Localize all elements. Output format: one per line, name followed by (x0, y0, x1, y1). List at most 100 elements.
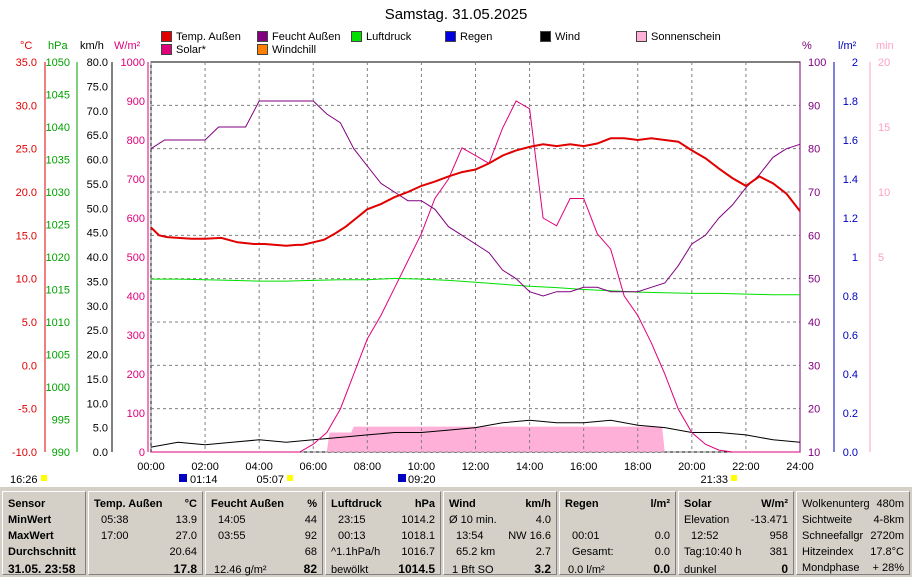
time-tick-label: 12:00 (462, 461, 490, 473)
rain-tick-label: 0.2 (843, 408, 858, 420)
rain-current: 0.0 (653, 562, 670, 576)
legend-swatch (445, 31, 456, 42)
pressure-tick-label: 990 (52, 447, 70, 459)
wind-tick-label: 20.0 (87, 350, 108, 362)
legend-windchill: Windchill (257, 44, 316, 56)
noon-icon (398, 474, 406, 482)
pressure-tick-label: 1045 (46, 90, 70, 102)
noon-label: 09:20 (408, 474, 436, 486)
wind-unit-label: km/h (525, 498, 551, 510)
chart-title: Samstag. 31.05.2025 (384, 6, 528, 23)
snowline-label: Schneefallgr (802, 530, 864, 542)
humidity-unit: % (802, 40, 812, 52)
solar-daylength: Tag:10:40 h (684, 546, 742, 558)
wind-tick-label: 40.0 (87, 252, 108, 264)
temp-current: 17.8 (173, 562, 197, 576)
temp-tick-label: 0.0 (22, 360, 37, 372)
legend-swatch (636, 31, 647, 42)
pressure-avg: 1016.7 (401, 546, 435, 558)
wind-tick-label: 30.0 (87, 301, 108, 313)
solar-current: 0 (781, 562, 788, 576)
pressure-max-time: 00:13 (338, 530, 366, 542)
pressure-box: Luftdruck hPa 23:15 1014.2 00:13 1018.1 … (325, 491, 441, 576)
time-tick-label: 20:00 (678, 461, 706, 473)
weather-chart: 35.0 30.0 25.0 20.0 15.0 10.0 5.0 0.0 -5.0 -10.0 1… (10, 57, 890, 486)
visibility-value: 4-8km (873, 514, 904, 526)
pressure-tick-label: 995 (52, 415, 70, 427)
legend-label: Temp. Außen (176, 31, 241, 43)
sunshine-series (151, 426, 800, 452)
humidity-series (150, 100, 801, 297)
moonset-label: 16:26 (10, 474, 38, 486)
wind-gust-time: 13:54 (456, 530, 484, 542)
humidity-tick-label: 70 (808, 187, 820, 199)
wind-tick-label: 65.0 (87, 130, 108, 142)
rain-rate: 0.0 (654, 530, 670, 542)
rain-title: Regen (565, 498, 599, 510)
wind-box: Wind km/h Ø 10 min. 4.0 13:54 NW 16.6 65… (443, 491, 557, 576)
legend-swatch (540, 31, 551, 42)
wind-tick-label: 0.0 (93, 447, 108, 459)
humidity-min: 44 (304, 514, 317, 526)
rain-tick-label: 1.6 (843, 135, 858, 147)
humidity-title: Feucht Außen (211, 498, 284, 510)
time-tick-label: 02:00 (191, 461, 219, 473)
wind-tick-label: 10.0 (87, 398, 108, 410)
temp-tick-label: 35.0 (16, 57, 37, 69)
wind-tick-label: 25.0 (87, 325, 108, 337)
humidity-tick-label: 90 (808, 100, 820, 112)
humidity-tick-label: 20 (808, 404, 820, 416)
humidity-box: Feucht Außen % 14:05 44 03:55 92 68 12.4… (205, 491, 323, 576)
solar-tick-label: 300 (127, 330, 145, 342)
temp-tick-label: 10.0 (16, 274, 37, 286)
legend-sunshine: Sonnenschein (636, 31, 721, 43)
humidity-abs: 12.46 g/m² (214, 564, 267, 576)
wind-tick-label: 50.0 (87, 203, 108, 215)
legend-temp: Temp. Außen (161, 31, 241, 43)
solar-tick-label: 100 (127, 408, 145, 420)
pressure-tick-label: 1005 (46, 350, 70, 362)
legend-label: Regen (460, 31, 493, 43)
solar-tick-label: 600 (127, 213, 145, 225)
rain-total: 0.0 (654, 546, 670, 558)
humidity-tick-label: 100 (808, 57, 826, 69)
solar-title: Solar (684, 498, 712, 510)
solar-unit: W/m² (114, 40, 141, 52)
time-tick-label: 04:00 (245, 461, 273, 473)
wind-tick-label: 15.0 (87, 374, 108, 386)
wind-distance: 65.2 km (456, 546, 496, 558)
sunset-icon (731, 475, 737, 481)
heatindex-label: Hitzeindex (802, 546, 854, 558)
wind-tick-label: 35.0 (87, 276, 108, 288)
pressure-unit: hPa (48, 40, 68, 52)
visibility-label: Sichtweite (802, 514, 853, 526)
wind-tick-label: 5.0 (93, 423, 108, 435)
solar-box: Solar W/m² Elevation -13.471 12:52 958 T… (678, 491, 794, 576)
temp-box: Temp. Außen °C 05:38 13.9 17:00 27.0 20.… (88, 491, 203, 576)
solar-tick-label: 0 (139, 447, 145, 459)
solar-tick-label: 400 (127, 291, 145, 303)
legend-wind: Wind (540, 31, 580, 43)
temp-max: 27.0 (175, 530, 197, 542)
sensor-title: Sensor (8, 498, 46, 510)
humidity-max: 92 (304, 530, 317, 542)
wind-avg: 4.0 (535, 514, 551, 526)
humidity-current: 82 (303, 562, 317, 576)
temp-tick-label: -5.0 (18, 404, 37, 416)
humidity-tick-label: 60 (808, 230, 820, 242)
sun-unit: min (876, 40, 894, 52)
wind-tick-label: 80.0 (87, 57, 108, 69)
temp-tick-label: -10.0 (12, 447, 37, 459)
temp-min: 13.9 (175, 514, 197, 526)
solar-tick-label: 1000 (121, 57, 145, 69)
legend-humidity: Feucht Außen (257, 31, 341, 43)
time-tick-label: 22:00 (732, 461, 760, 473)
temp-title: Temp. Außen (94, 498, 163, 510)
pressure-tick-label: 1010 (46, 317, 70, 329)
rain-unit: l/m² (838, 40, 857, 52)
rain-tick-label: 0.0 (843, 447, 858, 459)
solar-tick-label: 800 (127, 135, 145, 147)
sunrise-icon (287, 475, 293, 481)
humidity-max-time: 03:55 (218, 530, 246, 542)
solar-series (151, 100, 800, 453)
